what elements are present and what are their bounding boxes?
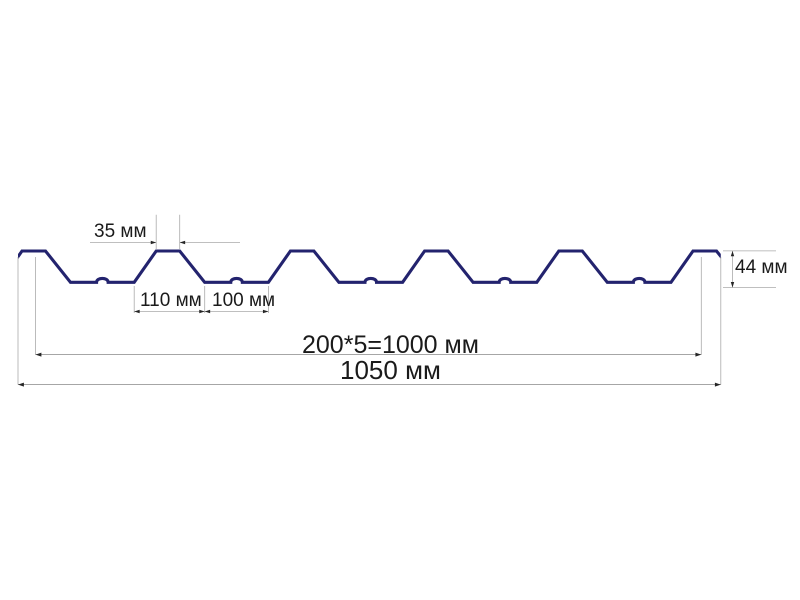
svg-text:35 мм: 35 мм (94, 221, 147, 242)
svg-text:44 мм: 44 мм (735, 257, 788, 278)
svg-text:1050 мм: 1050 мм (340, 355, 441, 385)
svg-text:110 мм: 110 мм (140, 290, 202, 311)
svg-text:100 мм: 100 мм (212, 290, 275, 311)
